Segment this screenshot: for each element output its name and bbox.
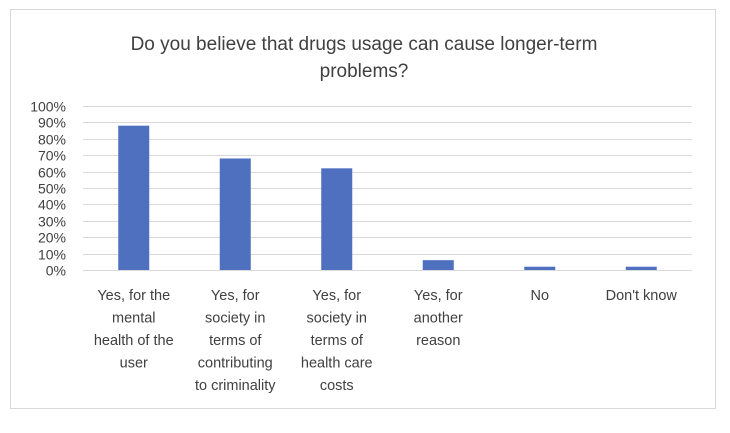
y-tick-label: 30%: [38, 214, 66, 230]
bar: [625, 266, 657, 270]
x-category-label-line: terms of: [311, 333, 364, 349]
bars: [118, 125, 657, 271]
x-category-label-line: Yes, for: [211, 288, 260, 304]
x-category-label-line: health care: [301, 356, 373, 372]
x-category-label-line: reason: [416, 333, 460, 349]
bar: [219, 158, 251, 270]
y-tick-label: 70%: [38, 148, 66, 164]
x-category-label-line: to criminality: [195, 378, 276, 394]
x-category-label-line: costs: [320, 378, 354, 394]
x-axis-labels: Yes, for the mental health of the userYes, …: [94, 288, 678, 394]
x-category-label-line: Yes, for: [312, 288, 361, 304]
x-category-label-line: health of the: [94, 333, 174, 349]
chart-title-line-1: Do you believe that drugs usage can caus…: [130, 34, 598, 55]
x-category-label: No: [530, 288, 549, 304]
x-category-label-line: society in: [205, 311, 265, 327]
x-category-label-line: No: [530, 288, 549, 304]
x-category-label-line: terms of: [209, 333, 262, 349]
chart-title-line-2: problems?: [319, 61, 409, 82]
x-category-label-line: mental: [112, 311, 156, 327]
x-category-label: Yes, for society in terms of health care cos…: [301, 288, 373, 394]
y-tick-label: 90%: [38, 115, 66, 131]
x-category-label-line: another: [414, 311, 463, 327]
chart-title: Do you believe that drugs usage can caus…: [11, 31, 717, 85]
bar: [118, 125, 150, 271]
x-category-label-line: society in: [307, 311, 367, 327]
x-category-label-line: Yes, for: [414, 288, 463, 304]
bar: [321, 168, 353, 270]
x-category-label: Yes, for society in terms of contributing to…: [195, 288, 276, 394]
bar: [524, 266, 556, 270]
y-tick-label: 80%: [38, 132, 66, 148]
y-tick-label: 10%: [38, 247, 66, 263]
y-tick-label: 40%: [38, 197, 66, 213]
x-category-label-line: Don't know: [606, 288, 678, 304]
y-tick-label: 50%: [38, 181, 66, 197]
x-category-label-line: contributing: [198, 356, 273, 372]
y-tick-label: 60%: [38, 165, 66, 181]
x-category-label: Don't know: [606, 288, 678, 304]
x-category-label-line: Yes, for the: [97, 288, 170, 304]
x-category-label: Yes, for another reason: [414, 288, 463, 349]
x-category-label: Yes, for the mental health of the user: [94, 288, 174, 372]
bar: [422, 260, 454, 270]
gridlines: [83, 106, 692, 271]
y-tick-label: 20%: [38, 230, 66, 246]
y-tick-label: 0%: [46, 263, 66, 279]
y-tick-label: 100%: [30, 99, 66, 115]
y-axis-ticks: 0%10%20%30%40%50%60%70%80%90%100%: [30, 99, 66, 279]
x-category-label-line: user: [120, 356, 148, 372]
